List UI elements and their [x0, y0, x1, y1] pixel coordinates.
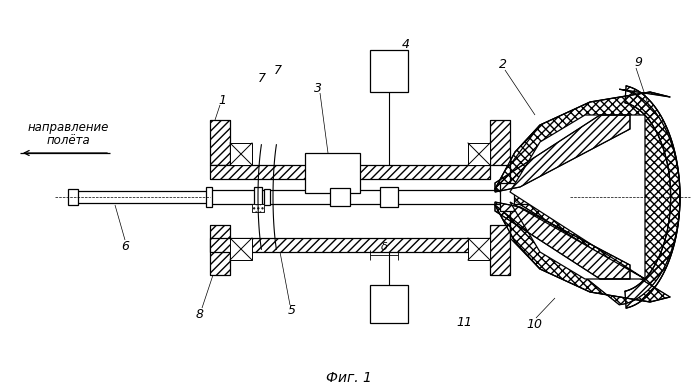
- Bar: [210, 190, 570, 204]
- Bar: [252, 204, 264, 212]
- Bar: [210, 225, 230, 275]
- Bar: [254, 187, 262, 207]
- Bar: [370, 285, 408, 323]
- Bar: [380, 187, 398, 207]
- Bar: [500, 183, 514, 211]
- Bar: [305, 153, 360, 193]
- Bar: [210, 165, 490, 179]
- Bar: [370, 50, 408, 92]
- Bar: [468, 238, 490, 260]
- Bar: [210, 165, 490, 179]
- Bar: [230, 143, 252, 165]
- Text: 1: 1: [218, 93, 226, 106]
- Text: 3: 3: [314, 81, 322, 95]
- Bar: [330, 188, 350, 206]
- Text: полёта: полёта: [46, 135, 90, 147]
- Bar: [210, 238, 490, 252]
- Text: 2: 2: [499, 59, 507, 72]
- Bar: [264, 189, 270, 205]
- Bar: [210, 120, 230, 165]
- Text: 9: 9: [634, 57, 642, 70]
- Text: 5: 5: [288, 303, 296, 316]
- Bar: [468, 143, 490, 165]
- Bar: [230, 238, 252, 260]
- Text: 11: 11: [456, 316, 472, 330]
- Text: 4: 4: [402, 38, 410, 52]
- Text: Фиг. 1: Фиг. 1: [326, 371, 372, 385]
- Bar: [490, 225, 510, 275]
- Text: 8: 8: [196, 307, 204, 321]
- Text: 7: 7: [258, 72, 266, 84]
- Bar: [210, 225, 230, 275]
- Text: 7: 7: [274, 63, 282, 77]
- Bar: [210, 120, 230, 165]
- Polygon shape: [495, 89, 680, 305]
- Bar: [490, 120, 510, 165]
- Text: направление: направление: [27, 122, 108, 135]
- Bar: [68, 189, 78, 205]
- Bar: [490, 120, 510, 165]
- Polygon shape: [510, 115, 645, 279]
- Text: δ: δ: [381, 242, 387, 252]
- Text: 10: 10: [526, 317, 542, 330]
- Text: 6: 6: [121, 240, 129, 253]
- Bar: [490, 225, 510, 275]
- Bar: [210, 238, 490, 252]
- Bar: [206, 187, 212, 207]
